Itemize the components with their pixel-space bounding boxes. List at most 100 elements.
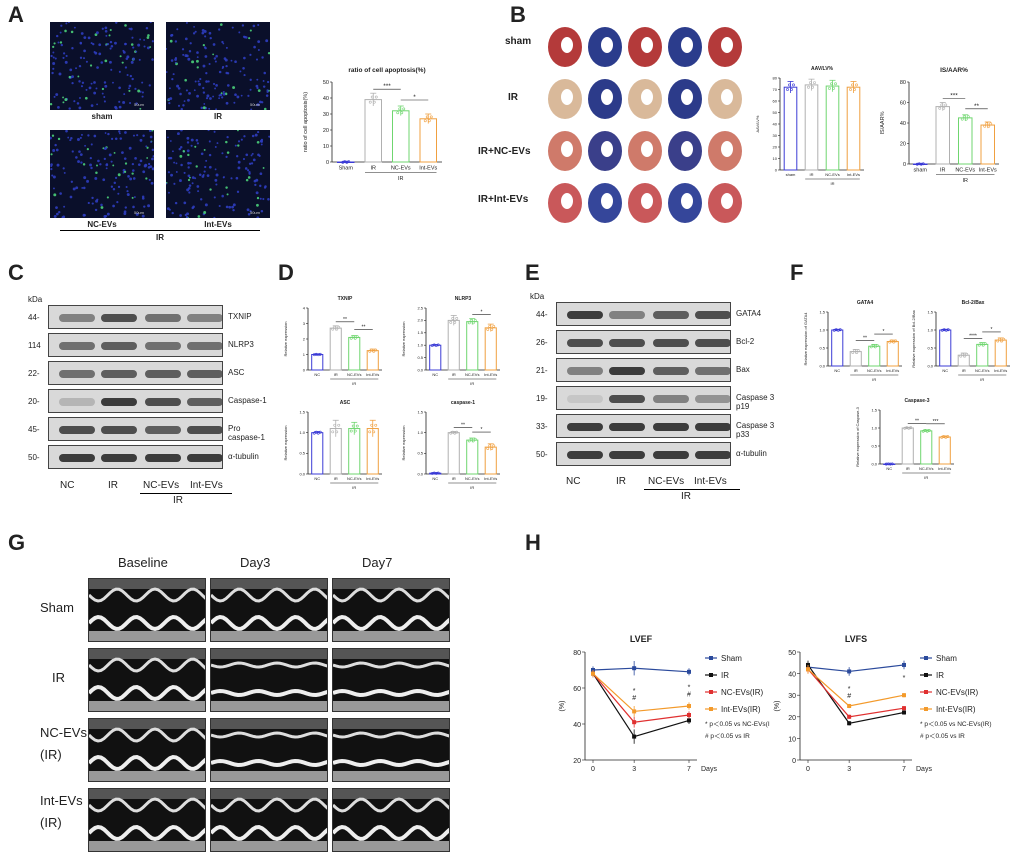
bar [976,343,989,367]
y-tick-label: 2.0 [417,318,423,323]
y-tick-label: 0.5 [417,355,423,360]
y-axis-label: Relative expression [283,322,288,357]
series-line [807,664,905,724]
y-tick-label: 0.5 [871,443,877,448]
data-point [981,343,985,347]
y-tick-label: 0.5 [819,345,825,350]
y-tick-label: 50 [773,110,778,115]
data-point [807,85,810,89]
y-tick-label: 60 [900,100,906,106]
x-tick-label: IR [371,166,377,172]
slice-lumen [681,37,693,53]
slice-lumen [681,193,693,209]
kda-marker: 22- [28,369,40,378]
data-point [989,122,993,126]
x-tick-label: NC-EVs [825,172,839,177]
data-point [449,320,453,324]
significance-label: * [883,329,885,335]
data-point [335,430,339,434]
bar [466,439,479,475]
data-point [473,437,477,441]
data-point [857,349,861,353]
y-tick-label: 1 [303,352,306,357]
echo-row-int-evs: Int-EVs (IR) [40,793,83,830]
scale-bar: 50um [250,102,261,107]
x-tick-label: 3 [847,766,851,773]
y-axis-label: Relative expression of Bcl-2/Bax [911,310,916,368]
blot-strip [48,445,223,469]
y-tick-label: 40 [773,121,778,126]
y-axis-label: (%) [774,701,781,712]
y-tick-label: 0 [303,367,306,372]
data-point [963,354,967,358]
x-tick-label: IR [962,368,966,373]
y-tick-label: 80 [900,80,906,86]
y-tick-label: 1.5 [417,409,423,414]
x-axis-label: Days [916,766,932,773]
slice-lumen [601,37,613,53]
slice-lumen [681,89,693,105]
y-tick-label: 1.5 [417,330,423,335]
blot-band [609,423,645,431]
x-tick-label: sham [786,172,796,177]
data-point [355,424,359,428]
data-point [944,103,948,107]
significance-label: * [481,310,483,316]
lane-label: NC [60,480,75,491]
group-label: IR [924,475,928,480]
series-line [592,673,690,723]
slice-row-label-ir-int-evs: IR+Int-EVs [478,194,529,205]
y-axis-label: IS/AAR% [880,111,886,134]
chart-lvef: LVEF 20 40 60 80 (%) 0 3 7 Days Sham IR NC-EVs(IR) In… [559,634,770,773]
x-tick-label: NC-EVs [465,372,479,377]
slice-lumen [601,141,613,157]
data-point [355,335,359,339]
data-point [455,430,459,434]
group-label: IR [398,176,404,182]
data-point [436,471,440,475]
blot-band [695,423,730,431]
x-axis-label: Days [701,766,717,773]
blot-band [567,395,603,403]
scale-bar: 50um [134,210,145,215]
blot-protein-label: Bcl-2 [736,337,755,346]
lane-label: Int-EVs [190,480,223,491]
chart-aav-lv: AAV/LV% 0 10 20 30 40 50 60 70 80 AAV/LV% sham IR NC-… [755,66,864,186]
chart-title: ratio of cell apoptosis(%) [348,67,425,74]
blot-band [145,370,181,378]
x-tick-label: IR [854,368,858,373]
echo-mmode-image [88,718,206,782]
y-tick-label: 0.5 [299,451,305,456]
echo-mmode-image [210,718,328,782]
y-tick-label: 1.5 [871,407,877,412]
blot-band [653,423,689,431]
x-tick-label: NC-EVs [919,466,933,471]
kda-marker: 21- [536,366,548,375]
bar [831,329,844,367]
group-line-a [60,230,260,231]
blot-band [187,370,222,378]
y-tick-label: 2.5 [417,305,423,310]
significance-label: * [991,327,993,333]
micrograph-label-ir: IR [214,112,222,121]
y-axis-label: Relative expression of Caspase-3 [855,406,860,467]
data-point [347,160,351,164]
scale-bar: 50um [250,210,261,215]
y-tick-label: 0.0 [299,471,305,476]
blot-protein-label: Bax [736,365,750,374]
slice-lumen [561,193,573,209]
blot-band [59,398,95,406]
data-point [847,714,852,719]
data-point [998,337,1002,341]
kda-header-c: kDa [28,295,43,304]
y-tick-label: 20 [773,144,778,149]
data-point [902,693,906,698]
panel-label-b: B [510,2,526,27]
x-tick-label: Int-EVs [847,172,860,177]
blot-band [567,451,603,459]
bar [429,344,442,371]
x-tick-label: 0 [806,766,810,773]
blot-lanes-c: NC IR NC-EVs Int-EVs IR [28,478,248,518]
slice-lumen [561,141,573,157]
legend-label: Sham [721,654,742,663]
